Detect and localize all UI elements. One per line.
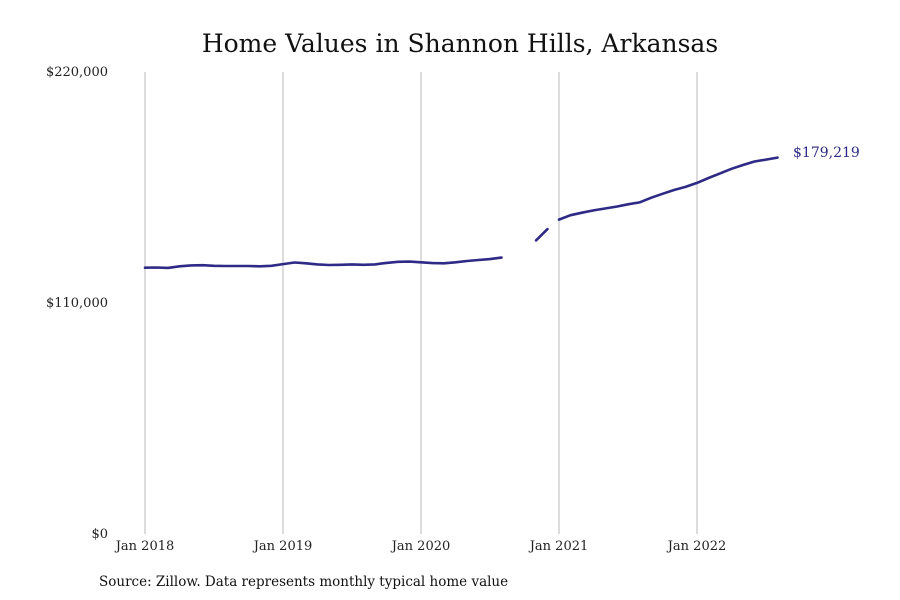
series-line-segment-2 [534, 227, 549, 242]
series-line-segment-1 [143, 256, 503, 270]
series-line-segment-3 [557, 156, 779, 221]
x-tick-label: Jan 2018 [114, 539, 175, 554]
x-tick-label: Jan 2021 [528, 539, 589, 554]
x-tick-label: Jan 2019 [252, 539, 313, 554]
x-tick-label: Jan 2020 [390, 539, 451, 554]
y-tick-label: $110,000 [46, 296, 108, 311]
x-axis: Jan 2018 Jan 2019 Jan 2020 Jan 2021 Jan 2022 [114, 539, 727, 554]
y-axis: $220,000 $110,000 $0 [46, 65, 108, 542]
source-note: Source: Zillow. Data represents monthly … [99, 574, 508, 590]
chart-title: Home Values in Shannon Hills, Arkansas [202, 29, 718, 58]
x-tick-label: Jan 2022 [666, 539, 727, 554]
home-value-series [143, 156, 779, 270]
y-tick-label: $0 [91, 527, 108, 542]
gridlines [144, 72, 698, 534]
y-tick-label: $220,000 [46, 65, 108, 80]
end-value-label: $179,219 [793, 145, 860, 161]
